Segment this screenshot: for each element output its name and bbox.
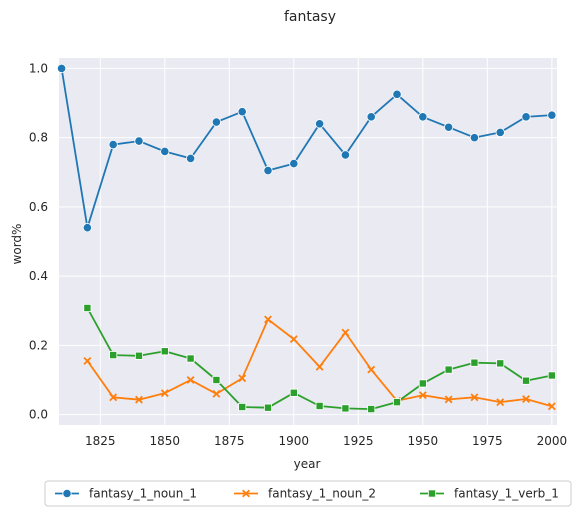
data-point xyxy=(109,351,118,360)
data-point xyxy=(392,89,402,99)
data-point xyxy=(212,375,221,384)
data-point xyxy=(108,139,118,150)
data-point xyxy=(83,357,92,365)
legend-box xyxy=(44,480,572,507)
data-point xyxy=(238,402,247,411)
legend-marker xyxy=(62,488,72,499)
data-point xyxy=(109,393,118,402)
data-point xyxy=(418,391,427,400)
data-point xyxy=(160,146,170,157)
data-point xyxy=(211,117,221,127)
y-tick-label: 0.0 xyxy=(29,408,48,422)
x-tick-label: 1900 xyxy=(279,434,310,448)
y-tick-label: 1.0 xyxy=(29,61,48,75)
data-point xyxy=(134,351,143,360)
data-point xyxy=(522,395,530,403)
tick-labels: 1825 1850 1875 1900 1925 1950 1975 2000 0.0 0.2 0.… xyxy=(29,61,567,448)
legend-item: fantasy_1_noun_1 xyxy=(55,487,197,501)
data-point xyxy=(289,388,298,397)
y-tick-label: 0.2 xyxy=(29,338,48,352)
data-point xyxy=(315,401,324,410)
data-point xyxy=(134,136,144,146)
y-tick-label: 0.4 xyxy=(29,269,48,283)
y-tick-label: 0.8 xyxy=(29,131,48,145)
x-tick-label: 1975 xyxy=(472,434,503,448)
data-point xyxy=(393,398,402,407)
data-point xyxy=(496,398,505,407)
data-point xyxy=(237,107,247,117)
data-point xyxy=(547,371,556,380)
legend-label: fantasy_1_noun_2 xyxy=(268,487,376,501)
x-tick-label: 1875 xyxy=(214,434,245,448)
series-layer xyxy=(56,63,557,414)
data-point xyxy=(444,122,454,132)
data-point xyxy=(522,376,531,385)
data-point xyxy=(56,63,67,73)
data-point xyxy=(341,404,350,413)
data-point xyxy=(469,133,480,143)
data-point xyxy=(135,395,143,404)
data-point xyxy=(289,158,299,169)
legend-marker xyxy=(242,489,250,498)
data-point xyxy=(495,127,505,138)
data-point xyxy=(160,389,169,398)
data-point xyxy=(82,223,92,233)
data-point xyxy=(496,359,505,368)
legend-item: fantasy_1_noun_2 xyxy=(234,487,376,501)
data-point xyxy=(366,112,376,122)
data-point xyxy=(263,165,273,176)
chart-title: fantasy xyxy=(284,9,336,25)
data-point xyxy=(83,303,92,312)
x-axis-label: year xyxy=(294,457,321,471)
data-point xyxy=(186,376,195,384)
data-point xyxy=(264,403,273,412)
data-point xyxy=(160,347,169,356)
data-point xyxy=(418,379,427,388)
x-tick-label: 1925 xyxy=(343,434,374,448)
data-point xyxy=(212,389,221,398)
data-point xyxy=(289,335,298,344)
series-fantasy_1_noun_1 xyxy=(56,63,557,233)
x-tick-label: 2000 xyxy=(537,434,568,448)
data-point xyxy=(444,395,453,404)
legend: fantasy_1_noun_1 fantasy_1_noun_2 fantasy_… xyxy=(44,480,572,507)
data-point xyxy=(315,119,325,129)
data-point xyxy=(186,354,195,363)
series-fantasy_1_verb_1 xyxy=(83,303,556,414)
data-point xyxy=(367,365,376,374)
data-point xyxy=(340,150,351,160)
y-tick-label: 0.6 xyxy=(29,200,48,214)
data-point xyxy=(521,112,531,122)
legend-marker xyxy=(427,489,436,498)
legend-label: fantasy_1_noun_1 xyxy=(89,487,197,501)
x-tick-label: 1850 xyxy=(150,434,181,448)
data-point xyxy=(470,358,479,367)
data-point xyxy=(367,405,376,414)
legend-label: fantasy_1_verb_1 xyxy=(454,487,559,501)
data-point xyxy=(264,315,272,324)
data-point xyxy=(418,112,428,122)
x-tick-label: 1950 xyxy=(408,434,439,448)
data-point xyxy=(341,328,350,337)
data-point xyxy=(185,153,196,164)
y-axis-label: word% xyxy=(10,224,24,265)
data-point xyxy=(547,110,557,120)
plot-area xyxy=(59,58,557,425)
data-point xyxy=(238,374,247,383)
data-point xyxy=(315,362,324,371)
data-point xyxy=(470,393,479,402)
x-tick-label: 1825 xyxy=(85,434,116,448)
data-point xyxy=(547,402,556,411)
data-point xyxy=(444,365,453,374)
series-line xyxy=(60,68,552,229)
legend-item: fantasy_1_verb_1 xyxy=(420,487,559,501)
